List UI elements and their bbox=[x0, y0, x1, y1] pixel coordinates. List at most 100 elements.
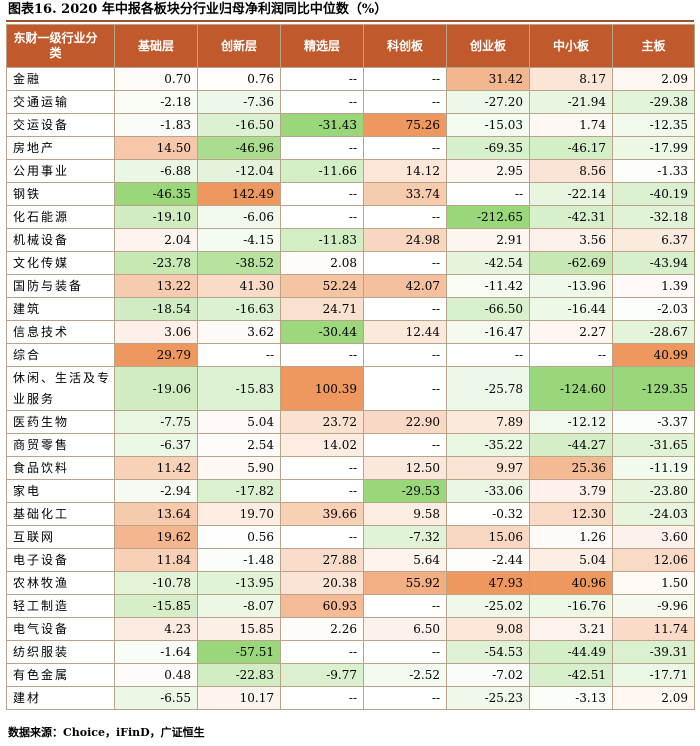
table-row: 信息技术 3.06 3.62 -30.44 12.44 -16.47 2.27 -28.67 bbox=[6, 320, 695, 344]
value-cell: -212.65 bbox=[446, 205, 530, 229]
value-cell: -46.96 bbox=[197, 136, 281, 160]
value-cell: -16.44 bbox=[529, 297, 613, 321]
value-cell: 14.02 bbox=[280, 433, 364, 457]
value-cell: 13.22 bbox=[114, 274, 198, 298]
value-cell: -11.83 bbox=[280, 228, 364, 252]
value-cell: -0.32 bbox=[446, 502, 530, 526]
header-cell: 创业板 bbox=[446, 24, 530, 68]
value-cell: -2.44 bbox=[446, 548, 530, 572]
value-cell: 0.48 bbox=[114, 663, 198, 687]
value-cell: -7.36 bbox=[197, 90, 281, 114]
table-row: 休闲、生活及专业服务 -19.06 -15.83 100.39 -- -25.78 -124… bbox=[6, 366, 695, 411]
value-cell: -11.66 bbox=[280, 159, 364, 183]
value-cell: -7.75 bbox=[114, 410, 198, 434]
value-cell: -129.35 bbox=[612, 366, 695, 411]
value-cell: 1.50 bbox=[612, 571, 695, 595]
value-cell: -- bbox=[363, 640, 447, 664]
value-cell: 5.04 bbox=[197, 410, 281, 434]
header-cell: 精选层 bbox=[280, 24, 364, 68]
value-cell: -44.27 bbox=[529, 433, 613, 457]
value-cell: 20.38 bbox=[280, 571, 364, 595]
value-cell: 11.74 bbox=[612, 617, 695, 641]
value-cell: -6.37 bbox=[114, 433, 198, 457]
value-cell: -42.54 bbox=[446, 251, 530, 275]
value-cell: 19.70 bbox=[197, 502, 281, 526]
value-cell: -12.12 bbox=[529, 410, 613, 434]
value-cell: 5.04 bbox=[529, 548, 613, 572]
value-cell: 12.44 bbox=[363, 320, 447, 344]
table-row: 建材 -6.55 10.17 -- -- -25.23 -3.13 2.09 bbox=[6, 686, 695, 710]
value-cell: -46.35 bbox=[114, 182, 198, 206]
industry-name-cell: 文化传媒 bbox=[6, 251, 115, 275]
table-row: 商贸零售 -6.37 2.54 14.02 -- -35.22 -44.27 -31.65 bbox=[6, 433, 695, 457]
value-cell: 0.56 bbox=[197, 525, 281, 549]
value-cell: -9.77 bbox=[280, 663, 364, 687]
value-cell: -- bbox=[363, 343, 447, 367]
value-cell: 2.09 bbox=[612, 686, 695, 710]
value-cell: 0.76 bbox=[197, 67, 281, 91]
industry-name-cell: 有色金属 bbox=[6, 663, 115, 687]
value-cell: -- bbox=[363, 594, 447, 618]
value-cell: -13.95 bbox=[197, 571, 281, 595]
value-cell: 142.49 bbox=[197, 182, 281, 206]
industry-name-cell: 建筑 bbox=[6, 297, 115, 321]
value-cell: -66.50 bbox=[446, 297, 530, 321]
value-cell: -7.32 bbox=[363, 525, 447, 549]
value-cell: 3.56 bbox=[529, 228, 613, 252]
value-cell: 14.12 bbox=[363, 159, 447, 183]
value-cell: 3.79 bbox=[529, 479, 613, 503]
industry-name-cell: 交运设备 bbox=[6, 113, 115, 137]
value-cell: -19.10 bbox=[114, 205, 198, 229]
industry-name-cell: 房地产 bbox=[6, 136, 115, 160]
industry-name-cell: 轻工制造 bbox=[6, 594, 115, 618]
table-row: 钢铁 -46.35 142.49 -- 33.74 -- -22.14 -40.19 bbox=[6, 182, 695, 206]
value-cell: 19.62 bbox=[114, 525, 198, 549]
table-row: 家电 -2.94 -17.82 -- -29.53 -33.06 3.79 -23.80 bbox=[6, 479, 695, 503]
value-cell: -23.78 bbox=[114, 251, 198, 275]
value-cell: -16.47 bbox=[446, 320, 530, 344]
value-cell: -- bbox=[280, 67, 364, 91]
data-table: 东财一级行业分类 基础层 创新层 精选层 科创板 创业板 中小板 主板 金融 0.… bbox=[6, 24, 695, 710]
value-cell: -29.53 bbox=[363, 479, 447, 503]
value-cell: 12.06 bbox=[612, 548, 695, 572]
value-cell: 7.89 bbox=[446, 410, 530, 434]
value-cell: 12.50 bbox=[363, 456, 447, 480]
figure-title: 图表16. 2020 年中报各板块分行业归母净利润同比中位数（%） bbox=[8, 2, 388, 17]
value-cell: -15.03 bbox=[446, 113, 530, 137]
value-cell: -4.15 bbox=[197, 228, 281, 252]
value-cell: -12.04 bbox=[197, 159, 281, 183]
industry-name-cell: 家电 bbox=[6, 479, 115, 503]
value-cell: -- bbox=[363, 251, 447, 275]
value-cell: -13.96 bbox=[529, 274, 613, 298]
value-cell: 5.64 bbox=[363, 548, 447, 572]
header-cell: 基础层 bbox=[114, 24, 198, 68]
value-cell: 42.07 bbox=[363, 274, 447, 298]
value-cell: -16.50 bbox=[197, 113, 281, 137]
value-cell: -46.17 bbox=[529, 136, 613, 160]
table-row: 有色金属 0.48 -22.83 -9.77 -2.52 -7.02 -42.51 -17.7… bbox=[6, 663, 695, 687]
table-row: 食品饮料 11.42 5.90 -- 12.50 9.97 25.36 -11.19 bbox=[6, 456, 695, 480]
value-cell: -7.02 bbox=[446, 663, 530, 687]
value-cell: 31.42 bbox=[446, 67, 530, 91]
value-cell: -- bbox=[280, 136, 364, 160]
value-cell: 25.36 bbox=[529, 456, 613, 480]
value-cell: -69.35 bbox=[446, 136, 530, 160]
value-cell: -17.99 bbox=[612, 136, 695, 160]
value-cell: -6.88 bbox=[114, 159, 198, 183]
value-cell: -11.19 bbox=[612, 456, 695, 480]
table-row: 金融 0.70 0.76 -- -- 31.42 8.17 2.09 bbox=[6, 67, 695, 91]
value-cell: -- bbox=[363, 686, 447, 710]
table-row: 轻工制造 -15.85 -8.07 60.93 -- -25.02 -16.76 -9.96 bbox=[6, 594, 695, 618]
value-cell: 0.70 bbox=[114, 67, 198, 91]
industry-name-cell: 建材 bbox=[6, 686, 115, 710]
value-cell: -2.94 bbox=[114, 479, 198, 503]
value-cell: -40.19 bbox=[612, 182, 695, 206]
value-cell: 22.90 bbox=[363, 410, 447, 434]
value-cell: -- bbox=[363, 205, 447, 229]
value-cell: 29.79 bbox=[114, 343, 198, 367]
value-cell: 3.06 bbox=[114, 320, 198, 344]
value-cell: -- bbox=[363, 366, 447, 411]
title-divider bbox=[6, 20, 694, 22]
value-cell: -- bbox=[280, 640, 364, 664]
table-row: 电气设备 4.23 15.85 2.26 6.50 9.08 3.21 11.74 bbox=[6, 617, 695, 641]
